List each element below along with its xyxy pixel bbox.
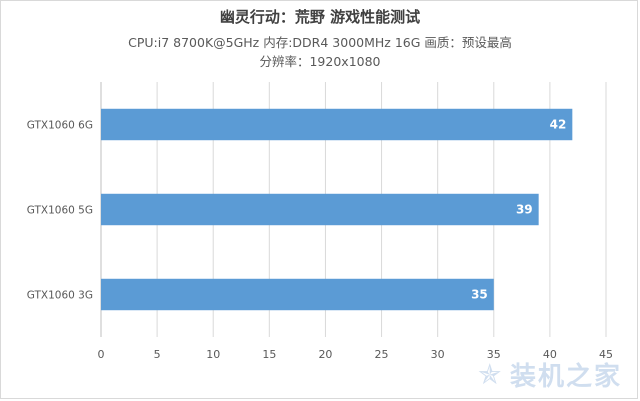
x-tick-label: 5 [154,348,161,361]
chart-title: 幽灵行动：荒野 游戏性能测试 [219,8,421,26]
x-tick-label: 0 [98,348,105,361]
bars: 42 39 35 [101,108,573,311]
x-tick-label: 45 [599,348,613,361]
category-labels: GTX1060 6G GTX1060 5G GTX1060 3G [27,120,93,302]
data-label: 35 [471,288,488,302]
category-label: GTX1060 5G [27,205,93,217]
x-tick-labels: 0 5 10 15 20 25 30 35 40 45 [98,348,614,361]
star-icon: ✯ [478,358,502,391]
x-tick-label: 25 [375,348,389,361]
x-tick-label: 35 [487,348,501,361]
x-tick-label: 20 [318,348,332,361]
x-tick-label: 40 [543,348,557,361]
bar [101,278,494,311]
x-tick-label: 15 [262,348,276,361]
x-tick-label: 30 [431,348,445,361]
watermark-text: 装机之家 [509,362,622,392]
bar [101,108,573,141]
bar [101,193,539,226]
x-tick-label: 10 [206,348,220,361]
category-label: GTX1060 6G [27,120,93,132]
data-label: 42 [550,118,567,132]
chart-subtitle-config: CPU:i7 8700K@5GHz 内存:DDR4 3000MHz 16G 画质… [128,35,512,50]
data-label: 39 [516,203,533,217]
chart-subtitle-resolution: 分辨率：1920x1080 [259,54,381,69]
category-label: GTX1060 3G [27,290,93,302]
